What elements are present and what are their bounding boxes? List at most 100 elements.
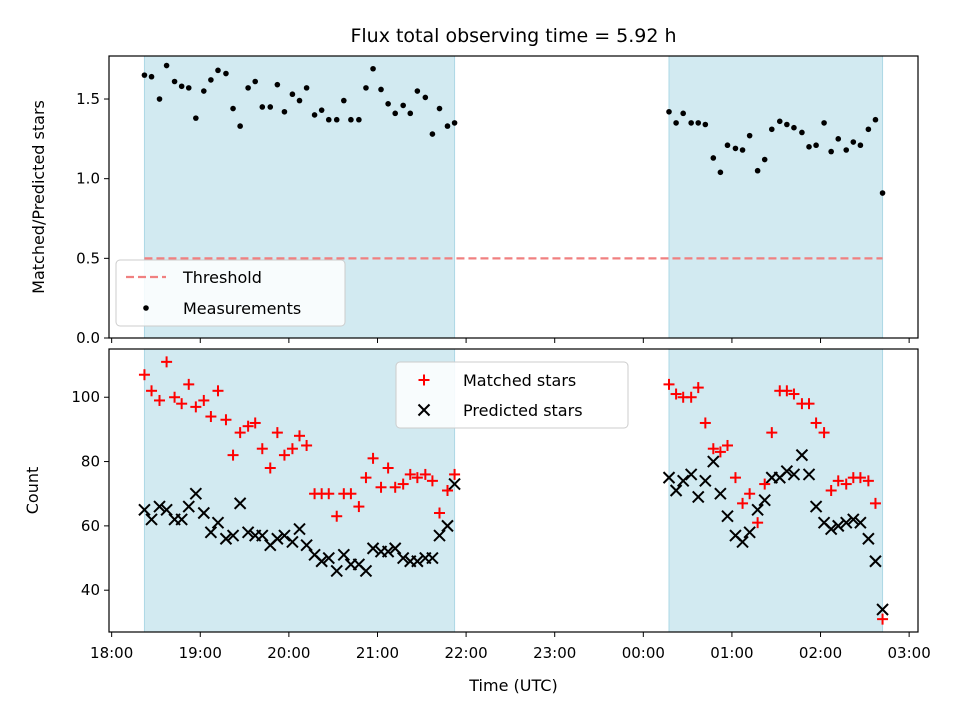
matched-stars-point xyxy=(744,488,756,500)
predicted-stars-stroke xyxy=(854,516,867,529)
predicted-stars-point xyxy=(211,516,225,529)
predicted-stars-stroke xyxy=(802,468,816,481)
measurement-point xyxy=(865,126,872,133)
predicted-stars-point xyxy=(699,474,712,488)
matched-stars-point xyxy=(449,468,461,480)
predicted-stars-point xyxy=(869,555,882,568)
matched-stars-point xyxy=(825,485,837,496)
matched-stars-point xyxy=(227,449,239,461)
predicted-stars-stroke xyxy=(787,468,801,481)
predicted-stars-point xyxy=(330,564,343,578)
predicted-stars-point xyxy=(787,468,801,481)
predicted-stars-stroke xyxy=(153,500,166,513)
matched-stars-point xyxy=(294,430,306,442)
measurement-point xyxy=(688,120,694,126)
y-tick-label: 0.0 xyxy=(76,329,100,347)
measurement-point xyxy=(318,107,325,113)
y-tick-label: 60 xyxy=(81,517,100,535)
predicted-stars-stroke xyxy=(300,538,313,552)
predicted-stars-stroke xyxy=(780,464,794,478)
measurement-point xyxy=(341,97,347,104)
predicted-stars-point xyxy=(426,551,439,565)
measurement-point xyxy=(385,100,391,107)
x-tick-label: 19:00 xyxy=(179,644,222,662)
matched-stars-point xyxy=(198,394,210,406)
observing-interval-shade xyxy=(668,55,884,339)
predicted-stars-point xyxy=(876,603,889,616)
measurement-point xyxy=(325,116,332,123)
measurement-point xyxy=(252,78,259,85)
predicted-stars-stroke xyxy=(876,603,889,616)
predicted-stars-point xyxy=(662,471,676,484)
matched-stars-point xyxy=(404,468,416,480)
measurement-point xyxy=(259,104,266,110)
predicted-stars-stroke xyxy=(396,551,410,565)
legend-threshold-label: Threshold xyxy=(182,268,262,287)
measurement-point xyxy=(267,104,274,110)
matched-stars-point xyxy=(707,443,719,455)
matched-stars-point xyxy=(759,478,771,490)
matched-stars-point xyxy=(331,510,343,522)
measurement-point xyxy=(356,116,362,123)
legend-predicted-swatch xyxy=(417,403,431,417)
measurement-point xyxy=(746,132,753,139)
bottom-legend: Matched stars Predicted stars xyxy=(395,361,629,429)
matched-stars-point xyxy=(854,472,866,484)
measurement-point xyxy=(799,129,805,136)
matched-stars-point xyxy=(323,488,335,500)
measurement-point xyxy=(702,121,709,128)
predicted-stars-point xyxy=(411,555,424,568)
predicted-stars-stroke xyxy=(662,471,676,484)
measurement-point xyxy=(850,139,857,145)
x-tick-label: 20:00 xyxy=(267,644,310,662)
predicted-stars-point xyxy=(182,500,195,513)
measurement-point xyxy=(208,77,214,83)
measurement-point xyxy=(821,120,827,126)
predicted-stars-stroke xyxy=(145,513,158,526)
predicted-stars-point xyxy=(241,526,255,539)
top-legend: Threshold Measurements xyxy=(115,259,346,327)
matched-stars-point xyxy=(818,427,830,439)
predicted-stars-stroke xyxy=(330,564,343,578)
predicted-stars-point xyxy=(847,513,860,526)
predicted-stars-stroke xyxy=(669,484,683,497)
measurement-point xyxy=(451,120,458,126)
bottom-y-axis-label: Count xyxy=(23,467,42,515)
x-tick-label: 23:00 xyxy=(533,644,576,662)
predicted-stars-point xyxy=(189,487,203,500)
matched-stars-point xyxy=(862,475,874,487)
measurement-point xyxy=(274,81,281,88)
predicted-stars-stroke xyxy=(226,529,240,542)
predicted-stars-stroke xyxy=(433,529,446,542)
measurement-point xyxy=(392,110,399,117)
predicted-stars-point xyxy=(197,506,211,520)
matched-stars-point xyxy=(721,439,733,451)
y-tick-label: 1.0 xyxy=(76,170,100,188)
measurement-point xyxy=(230,105,236,112)
predicted-stars-point xyxy=(809,500,823,513)
predicted-stars-point xyxy=(226,529,240,542)
matched-stars-point xyxy=(161,356,173,368)
predicted-stars-stroke xyxy=(411,555,424,568)
predicted-stars-stroke xyxy=(426,551,439,565)
predicted-stars-point xyxy=(300,538,313,552)
predicted-stars-point xyxy=(758,493,771,507)
predicted-stars-point xyxy=(388,542,402,555)
top-axes-frame xyxy=(108,55,919,339)
predicted-stars-stroke xyxy=(751,503,764,517)
predicted-stars-point xyxy=(175,513,188,526)
matched-stars-point xyxy=(670,388,682,400)
predicted-stars-stroke xyxy=(352,558,366,571)
predicted-stars-stroke xyxy=(795,448,809,462)
matched-stars-point xyxy=(176,398,188,410)
predicted-stars-stroke xyxy=(721,510,734,523)
x-tick-label: 03:00 xyxy=(888,644,931,662)
predicted-stars-stroke xyxy=(219,532,233,545)
predicted-stars-point xyxy=(433,529,446,542)
matched-stars-point xyxy=(367,452,379,464)
predicted-stars-point xyxy=(676,474,690,488)
predicted-stars-stroke xyxy=(337,548,351,562)
predicted-stars-point xyxy=(219,532,233,545)
predicted-stars-point xyxy=(840,516,853,529)
measurement-point xyxy=(666,108,672,115)
